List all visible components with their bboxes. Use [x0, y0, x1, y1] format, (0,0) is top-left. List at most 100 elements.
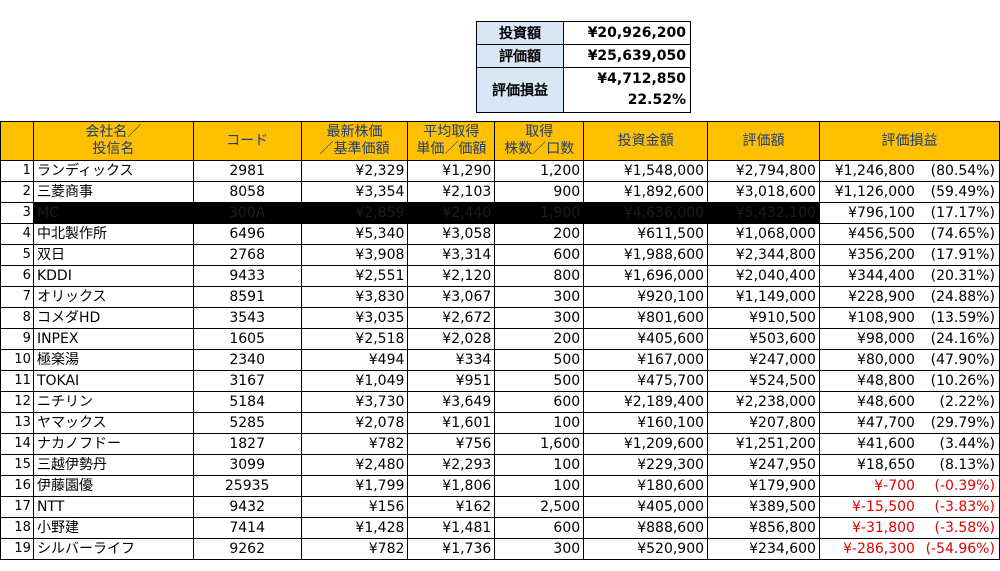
- cell-quantity[interactable]: 200: [494, 223, 585, 245]
- cell-quantity[interactable]: 100: [494, 454, 585, 476]
- cell-pl[interactable]: ¥-700 (-0.39%): [818, 475, 1000, 497]
- header-name[interactable]: 会社名／ 投信名: [32, 121, 194, 161]
- row-number[interactable]: 10: [0, 349, 34, 371]
- cell-invest[interactable]: ¥1,548,000: [583, 160, 709, 182]
- header-value[interactable]: 評価額: [707, 121, 820, 161]
- cell-quantity[interactable]: 800: [494, 265, 585, 287]
- cell-value[interactable]: ¥2,040,400: [707, 265, 820, 287]
- cell-price[interactable]: ¥2,518: [300, 328, 409, 350]
- cell-code[interactable]: 3167: [192, 370, 302, 392]
- cell-name[interactable]: 伊藤園優: [32, 475, 194, 497]
- cell-value[interactable]: ¥1,068,000: [707, 223, 820, 245]
- cell-invest[interactable]: ¥160,100: [583, 412, 709, 434]
- cell-name[interactable]: ニチリン: [32, 391, 194, 413]
- cell-quantity[interactable]: 2,500: [494, 496, 585, 518]
- row-number[interactable]: 1: [0, 160, 34, 182]
- cell-name[interactable]: INPEX: [32, 328, 194, 350]
- cell-code[interactable]: 25935: [192, 475, 302, 497]
- cell-pl[interactable]: ¥356,200 (17.91%): [818, 244, 1000, 266]
- cell-avg-cost[interactable]: ¥162: [407, 496, 496, 518]
- cell-pl[interactable]: ¥228,900 (24.88%): [818, 286, 1000, 308]
- cell-quantity[interactable]: 100: [494, 475, 585, 497]
- row-number[interactable]: 2: [0, 181, 34, 203]
- cell-value[interactable]: ¥503,600: [707, 328, 820, 350]
- cell-invest[interactable]: ¥4,636,000: [583, 202, 709, 224]
- cell-price[interactable]: ¥3,830: [300, 286, 409, 308]
- cell-price[interactable]: ¥494: [300, 349, 409, 371]
- cell-code[interactable]: 2768: [192, 244, 302, 266]
- cell-invest[interactable]: ¥520,900: [583, 538, 709, 560]
- cell-avg-cost[interactable]: ¥1,806: [407, 475, 496, 497]
- cell-avg-cost[interactable]: ¥1,290: [407, 160, 496, 182]
- cell-price[interactable]: ¥2,551: [300, 265, 409, 287]
- invested-value[interactable]: ¥20,926,200: [563, 21, 691, 45]
- row-number[interactable]: 8: [0, 307, 34, 329]
- cell-pl[interactable]: ¥796,100 (17.17%): [818, 202, 1000, 224]
- cell-avg-cost[interactable]: ¥1,601: [407, 412, 496, 434]
- cell-avg-cost[interactable]: ¥2,440: [407, 202, 496, 224]
- cell-value[interactable]: ¥910,500: [707, 307, 820, 329]
- cell-avg-cost[interactable]: ¥3,067: [407, 286, 496, 308]
- cell-pl[interactable]: ¥41,600 (3.44%): [818, 433, 1000, 455]
- cell-name[interactable]: オリックス: [32, 286, 194, 308]
- cell-price[interactable]: ¥2,329: [300, 160, 409, 182]
- row-number[interactable]: 17: [0, 496, 34, 518]
- cell-value[interactable]: ¥247,000: [707, 349, 820, 371]
- cell-avg-cost[interactable]: ¥334: [407, 349, 496, 371]
- cell-quantity[interactable]: 300: [494, 286, 585, 308]
- cell-code[interactable]: 1827: [192, 433, 302, 455]
- row-number[interactable]: 6: [0, 265, 34, 287]
- cell-name[interactable]: TOKAI: [32, 370, 194, 392]
- header-invest[interactable]: 投資金額: [583, 121, 709, 161]
- cell-invest[interactable]: ¥611,500: [583, 223, 709, 245]
- cell-avg-cost[interactable]: ¥2,120: [407, 265, 496, 287]
- cell-value[interactable]: ¥1,251,200: [707, 433, 820, 455]
- cell-code[interactable]: 9262: [192, 538, 302, 560]
- cell-name[interactable]: ヤマックス: [32, 412, 194, 434]
- cell-avg-cost[interactable]: ¥2,028: [407, 328, 496, 350]
- cell-code[interactable]: 8591: [192, 286, 302, 308]
- cell-code[interactable]: 1605: [192, 328, 302, 350]
- row-number[interactable]: 4: [0, 223, 34, 245]
- cell-code[interactable]: 2340: [192, 349, 302, 371]
- cell-invest[interactable]: ¥2,189,400: [583, 391, 709, 413]
- pl-value-cell[interactable]: ¥4,712,850 22.52%: [563, 67, 691, 113]
- row-number[interactable]: 7: [0, 286, 34, 308]
- row-number[interactable]: 18: [0, 517, 34, 539]
- cell-invest[interactable]: ¥167,000: [583, 349, 709, 371]
- cell-invest[interactable]: ¥888,600: [583, 517, 709, 539]
- cell-invest[interactable]: ¥229,300: [583, 454, 709, 476]
- cell-price[interactable]: ¥5,340: [300, 223, 409, 245]
- cell-value[interactable]: ¥524,500: [707, 370, 820, 392]
- row-number[interactable]: 19: [0, 538, 34, 560]
- cell-value[interactable]: ¥5,432,100: [707, 202, 820, 224]
- cell-code[interactable]: 300A: [192, 202, 302, 224]
- cell-code[interactable]: 5285: [192, 412, 302, 434]
- cell-value[interactable]: ¥856,800: [707, 517, 820, 539]
- cell-quantity[interactable]: 600: [494, 244, 585, 266]
- cell-quantity[interactable]: 100: [494, 412, 585, 434]
- row-number[interactable]: 13: [0, 412, 34, 434]
- cell-pl[interactable]: ¥47,700 (29.79%): [818, 412, 1000, 434]
- cell-name[interactable]: 三菱商事: [32, 181, 194, 203]
- cell-pl[interactable]: ¥80,000 (47.90%): [818, 349, 1000, 371]
- cell-name[interactable]: 三越伊勢丹: [32, 454, 194, 476]
- cell-price[interactable]: ¥3,730: [300, 391, 409, 413]
- header-index[interactable]: [0, 121, 34, 161]
- cell-quantity[interactable]: 600: [494, 391, 585, 413]
- cell-avg-cost[interactable]: ¥2,672: [407, 307, 496, 329]
- cell-avg-cost[interactable]: ¥1,481: [407, 517, 496, 539]
- cell-value[interactable]: ¥247,950: [707, 454, 820, 476]
- cell-value[interactable]: ¥234,600: [707, 538, 820, 560]
- cell-name[interactable]: シルバーライフ: [32, 538, 194, 560]
- cell-code[interactable]: 3099: [192, 454, 302, 476]
- cell-name[interactable]: KDDI: [32, 265, 194, 287]
- valuation-value[interactable]: ¥25,639,050: [563, 44, 691, 68]
- cell-name[interactable]: NTT: [32, 496, 194, 518]
- cell-value[interactable]: ¥179,900: [707, 475, 820, 497]
- row-number[interactable]: 3: [0, 202, 34, 224]
- cell-quantity[interactable]: 600: [494, 517, 585, 539]
- cell-pl[interactable]: ¥-286,300 (-54.96%): [818, 538, 1000, 560]
- cell-value[interactable]: ¥2,238,000: [707, 391, 820, 413]
- cell-price[interactable]: ¥782: [300, 433, 409, 455]
